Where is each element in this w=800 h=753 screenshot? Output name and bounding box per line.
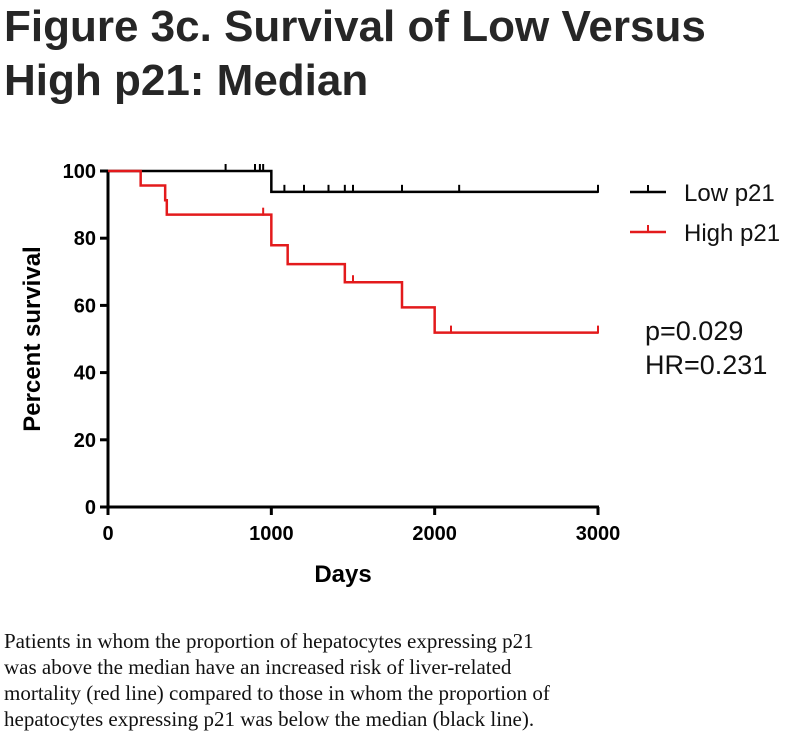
p-value: p=0.029 [645, 316, 744, 346]
y-tick-label: 20 [74, 430, 96, 452]
caption-line-3: mortality (red line) compared to those i… [4, 681, 550, 705]
figure-title: Figure 3c. Survival of Low Versus High p… [4, 0, 794, 108]
figure-title-line-1: Figure 3c. Survival of Low Versus [4, 2, 706, 51]
y-tick-label: 0 [85, 497, 96, 519]
caption-line-1: Patients in whom the proportion of hepat… [4, 629, 534, 653]
legend-label-high-p21: High p21 [684, 220, 780, 247]
x-axis-label: Days [314, 561, 371, 588]
caption-line-4: hepatocytes expressing p21 was below the… [4, 707, 535, 731]
x-tick-label: 2000 [412, 523, 457, 545]
series-line-high-p21 [108, 169, 598, 334]
caption-line-2: was above the median have an increased r… [4, 655, 512, 679]
hazard-ratio: HR=0.231 [645, 350, 768, 380]
y-axis-label: Percent survival [19, 246, 46, 431]
y-tick-label: 40 [74, 363, 96, 385]
x-tick-label: 0 [102, 523, 113, 545]
statistics-annotation: p=0.029 HR=0.231 [645, 314, 767, 382]
legend-label-low-p21: Low p21 [684, 180, 775, 207]
y-tick-label: 100 [63, 161, 96, 183]
figure-title-line-2: High p21: Median [4, 56, 369, 105]
x-tick-label: 3000 [576, 523, 621, 545]
y-tick-label: 60 [74, 295, 96, 317]
series-line-low-p21 [108, 169, 598, 194]
figure-caption: Patients in whom the proportion of hepat… [4, 628, 794, 732]
x-tick-label: 1000 [249, 523, 294, 545]
y-tick-label: 80 [74, 228, 96, 250]
